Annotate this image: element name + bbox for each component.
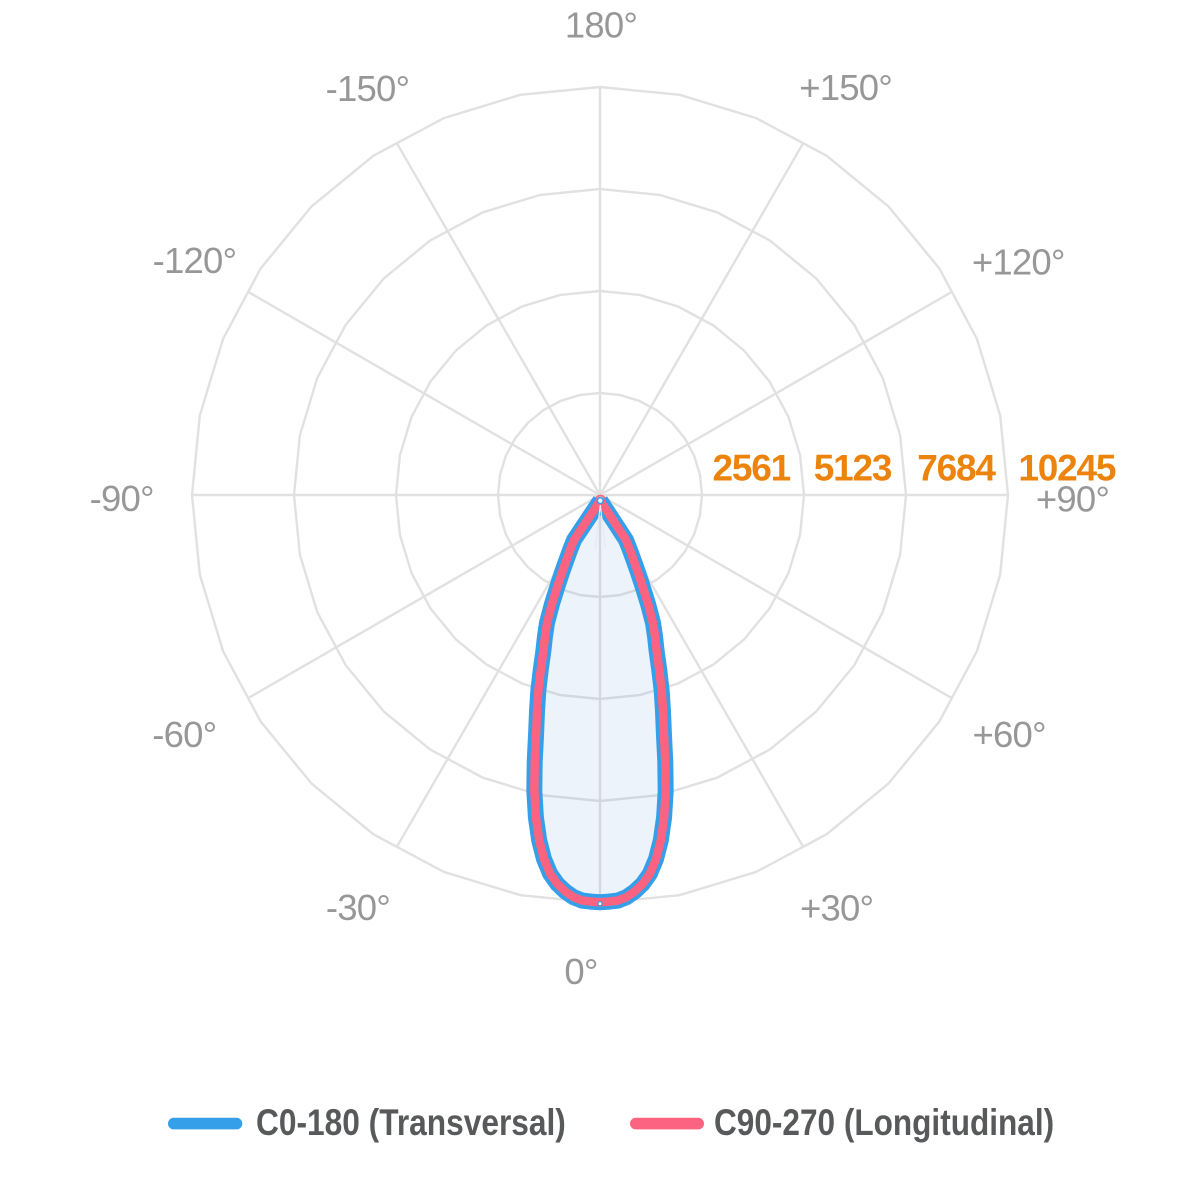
svg-text:10245: 10245 (1018, 448, 1116, 489)
svg-text:-120°: -120° (153, 240, 237, 281)
svg-text:7684: 7684 (917, 448, 996, 489)
svg-text:-90°: -90° (90, 478, 154, 519)
svg-text:+150°: +150° (799, 67, 892, 108)
svg-text:-60°: -60° (152, 714, 216, 755)
svg-text:5123: 5123 (814, 448, 892, 489)
svg-text:-150°: -150° (326, 68, 410, 109)
svg-text:+30°: +30° (800, 888, 873, 929)
svg-text:+60°: +60° (973, 714, 1046, 755)
svg-text:+90°: +90° (1036, 479, 1109, 520)
svg-text:0°: 0° (564, 951, 597, 992)
svg-text:-30°: -30° (326, 887, 390, 928)
svg-text:2561: 2561 (712, 448, 790, 489)
svg-text:+120°: +120° (972, 241, 1065, 282)
svg-text:180°: 180° (565, 5, 637, 46)
